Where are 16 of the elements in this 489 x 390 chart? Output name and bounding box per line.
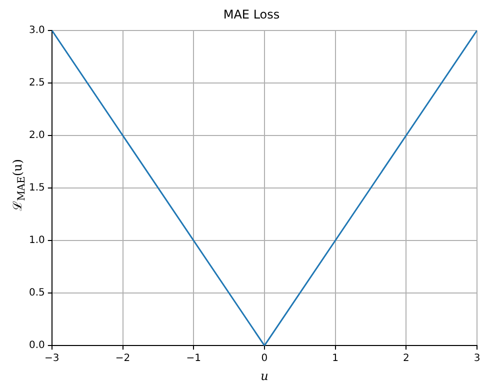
y-tick-label: 2.5	[28, 78, 45, 89]
x-axis-title: u	[260, 368, 268, 383]
x-tick-label: 3	[474, 353, 480, 364]
y-tick-label: 3.0	[28, 24, 45, 36]
x-tick-label: −3	[44, 353, 60, 364]
x-tick-label: −1	[186, 353, 201, 364]
y-tick-label: 1.0	[28, 235, 45, 246]
y-tick-label: 2.0	[28, 130, 45, 142]
x-tick-label: −2	[115, 353, 130, 364]
x-tick-label: 1	[332, 353, 338, 364]
x-tick-label: 0	[261, 353, 268, 364]
y-tick-label: 0.5	[28, 288, 45, 299]
y-tick-label: 0.0	[28, 340, 45, 352]
y-tick-label: 1.5	[28, 182, 45, 194]
x-tick-label: 2	[402, 353, 410, 364]
chart-title: MAE Loss	[223, 7, 280, 22]
